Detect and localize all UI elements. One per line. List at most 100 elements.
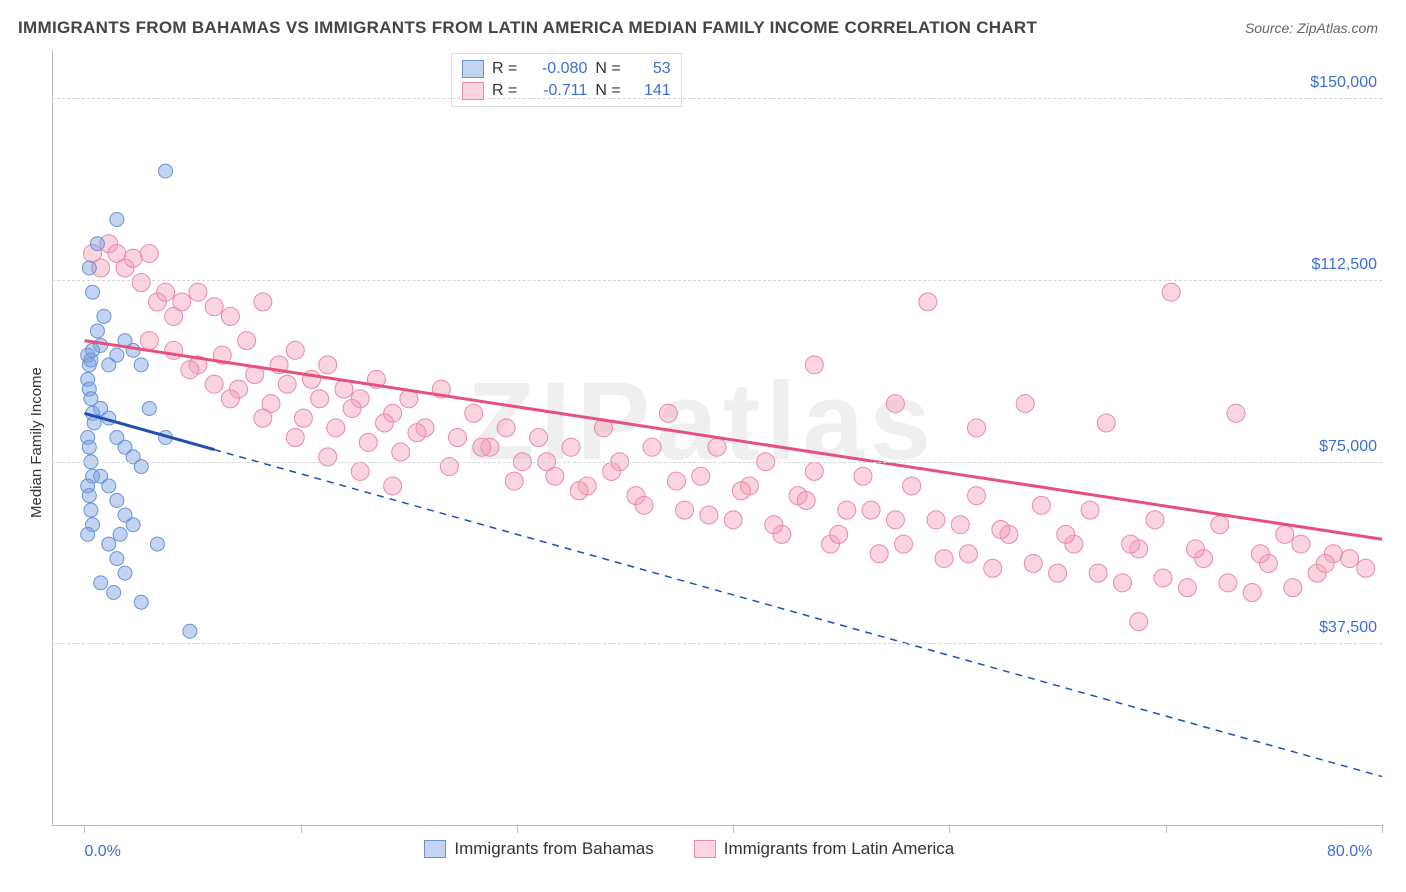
data-point: [676, 501, 694, 519]
legend-swatch: [424, 840, 446, 858]
data-point: [392, 443, 410, 461]
legend-swatch: [462, 60, 484, 78]
y-tick-label: $150,000: [1292, 74, 1377, 92]
data-point: [113, 527, 127, 541]
data-point: [895, 535, 913, 553]
data-point: [830, 525, 848, 543]
x-tick: [733, 825, 734, 833]
data-point: [1227, 404, 1245, 422]
n-label: N =: [595, 58, 620, 80]
legend-swatch: [694, 840, 716, 858]
data-point: [968, 487, 986, 505]
data-point: [82, 261, 96, 275]
data-point: [1016, 395, 1034, 413]
data-point: [959, 545, 977, 563]
data-point: [1162, 283, 1180, 301]
r-label: R =: [492, 58, 517, 80]
data-point: [1097, 414, 1115, 432]
gridline-h: [52, 643, 1382, 644]
data-point: [221, 390, 239, 408]
x-tick: [301, 825, 302, 833]
data-point: [805, 462, 823, 480]
data-point: [351, 462, 369, 480]
data-point: [81, 527, 95, 541]
data-point: [927, 511, 945, 529]
data-point: [173, 293, 191, 311]
data-point: [86, 285, 100, 299]
trend-line: [84, 341, 1382, 540]
x-tick: [84, 825, 85, 833]
data-point: [157, 283, 175, 301]
data-point: [984, 559, 1002, 577]
legend-series-name: Immigrants from Bahamas: [454, 839, 653, 859]
data-point: [205, 298, 223, 316]
data-point: [327, 419, 345, 437]
data-point: [254, 293, 272, 311]
data-point: [142, 401, 156, 415]
legend-series: Immigrants from Bahamas Immigrants from L…: [424, 839, 954, 859]
data-point: [102, 537, 116, 551]
data-point: [724, 511, 742, 529]
data-point: [1032, 496, 1050, 514]
data-point: [159, 164, 173, 178]
data-point: [1292, 535, 1310, 553]
data-point: [886, 511, 904, 529]
gridline-h: [52, 462, 1382, 463]
data-point: [94, 576, 108, 590]
data-point: [376, 414, 394, 432]
data-point: [951, 516, 969, 534]
y-tick-label: $112,500: [1292, 256, 1377, 274]
y-tick-label: $37,500: [1292, 619, 1377, 637]
data-point: [1284, 579, 1302, 597]
data-point: [692, 467, 710, 485]
data-point: [838, 501, 856, 519]
data-point: [659, 404, 677, 422]
data-point: [732, 482, 750, 500]
data-point: [854, 467, 872, 485]
trend-line: [84, 413, 214, 449]
data-point: [1130, 613, 1148, 631]
data-point: [643, 438, 661, 456]
data-point: [110, 348, 124, 362]
data-point: [473, 438, 491, 456]
gridline-h: [52, 98, 1382, 99]
data-point: [765, 516, 783, 534]
data-point: [440, 458, 458, 476]
x-tick: [1382, 825, 1383, 833]
data-point: [1081, 501, 1099, 519]
data-point: [140, 244, 158, 262]
legend-swatch: [462, 82, 484, 100]
data-point: [1178, 579, 1196, 597]
data-point: [1316, 554, 1334, 572]
data-point: [90, 237, 104, 251]
data-point: [530, 429, 548, 447]
r-value: -0.080: [525, 58, 587, 80]
data-point: [570, 482, 588, 500]
data-point: [1146, 511, 1164, 529]
data-point: [311, 390, 329, 408]
data-point: [110, 552, 124, 566]
data-point: [238, 332, 256, 350]
data-point: [90, 324, 104, 338]
data-point: [132, 274, 150, 292]
x-tick: [1166, 825, 1167, 833]
legend-item: Immigrants from Latin America: [694, 839, 955, 859]
data-point: [1089, 564, 1107, 582]
data-point: [635, 496, 653, 514]
data-point: [205, 375, 223, 393]
data-point: [110, 213, 124, 227]
data-point: [294, 409, 312, 427]
data-point: [140, 332, 158, 350]
data-point: [1219, 574, 1237, 592]
x-tick: [517, 825, 518, 833]
data-point: [286, 429, 304, 447]
data-point: [94, 338, 108, 352]
data-point: [1211, 516, 1229, 534]
data-point: [935, 550, 953, 568]
y-tick-label: $75,000: [1292, 438, 1377, 456]
data-point: [102, 479, 116, 493]
data-point: [82, 440, 96, 454]
x-tick: [949, 825, 950, 833]
data-point: [562, 438, 580, 456]
data-point: [862, 501, 880, 519]
